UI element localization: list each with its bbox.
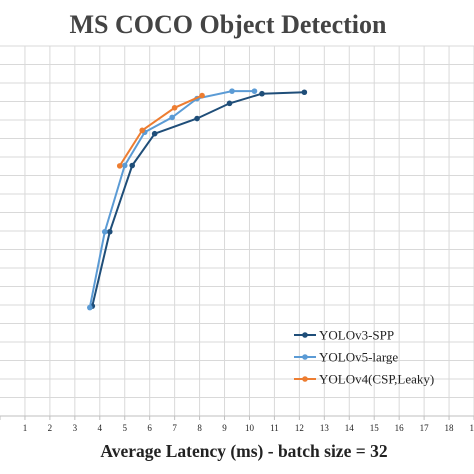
data-point: [129, 162, 136, 169]
x-tick-label: 16: [395, 423, 405, 433]
legend-label: YOLOv4(CSP,Leaky): [319, 372, 434, 387]
x-tick-label: 9: [222, 423, 227, 433]
data-point: [194, 115, 200, 122]
x-tick-label: 13: [320, 423, 330, 433]
x-tick-label: 1: [23, 423, 28, 433]
x-tick-labels: 12345678910111213141516171819: [23, 423, 474, 433]
series-layer: [87, 88, 308, 311]
data-point: [229, 88, 235, 94]
data-point: [169, 114, 175, 121]
legend-marker: [302, 332, 308, 338]
x-tick-label: 11: [270, 423, 279, 433]
data-point: [151, 130, 158, 137]
data-point: [226, 100, 233, 107]
x-tick-label: 8: [197, 423, 202, 433]
data-point: [106, 228, 113, 235]
data-point: [121, 162, 128, 169]
x-tick-label: 7: [172, 423, 177, 433]
x-tick-label: 12: [295, 423, 304, 433]
x-tick-label: 14: [345, 423, 355, 433]
data-point: [171, 104, 178, 111]
data-point: [251, 88, 258, 94]
x-tick-label: 18: [445, 423, 455, 433]
legend: YOLOv3-SPP YOLOv5-large YOLOv4(CSP,Leaky): [294, 328, 434, 387]
series-line-1: [91, 91, 305, 307]
x-tick-label: 6: [147, 423, 152, 433]
axes: [0, 415, 474, 420]
x-axis-label: Average Latency (ms) - batch size = 32: [100, 441, 387, 461]
legend-marker: [302, 354, 308, 360]
grid: [0, 45, 474, 416]
x-tick-label: 17: [420, 423, 430, 433]
chart-title: MS COCO Object Detection: [70, 10, 388, 39]
series-line-3: [118, 94, 203, 167]
x-tick-label: 15: [370, 423, 380, 433]
data-point: [199, 92, 205, 99]
x-tick-label: 5: [122, 423, 127, 433]
data-point: [139, 127, 145, 134]
legend-label: YOLOv5-large: [319, 350, 398, 365]
x-tick-label: 19: [470, 423, 474, 433]
data-point: [301, 89, 308, 96]
data-point: [87, 304, 93, 311]
x-tick-label: 3: [73, 423, 78, 433]
x-tick-label: 10: [245, 423, 255, 433]
x-tick-label: 2: [48, 423, 53, 433]
x-tick-label: 4: [98, 423, 103, 433]
legend-label: YOLOv3-SPP: [319, 328, 394, 343]
data-point: [116, 163, 123, 169]
data-point: [259, 90, 265, 97]
legend-marker: [302, 376, 308, 382]
data-point: [101, 228, 108, 235]
series-line-2: [88, 90, 255, 308]
